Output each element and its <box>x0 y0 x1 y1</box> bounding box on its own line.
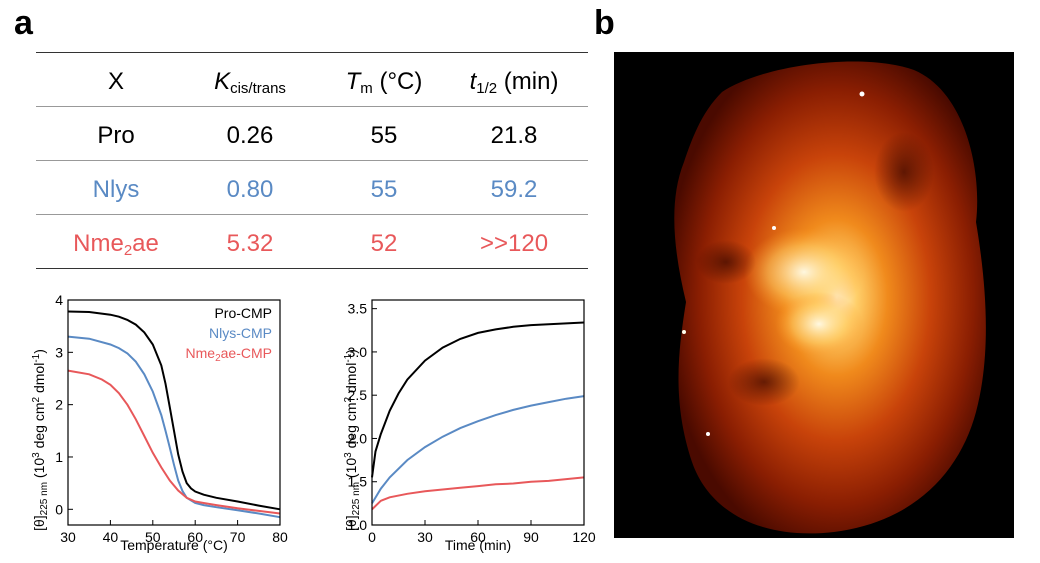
dark-region <box>728 358 800 406</box>
header-k-cis-trans: Kcis/trans <box>214 68 286 97</box>
series-line-1 <box>67 335 281 519</box>
melting-curve-chart: [θ]225 nm (103 deg cm2 dmol-1) Temperatu… <box>31 292 288 553</box>
plot-frame <box>371 299 585 526</box>
tissue-fluorescence-image <box>614 52 1014 538</box>
table-header-rule <box>36 106 588 107</box>
y-tick-label: 0 <box>55 501 63 517</box>
y-tick-label: 1.5 <box>348 474 368 490</box>
y-tick-label: 3 <box>55 344 63 360</box>
row-label: Pro <box>97 122 135 149</box>
row-label: Nme2ae <box>73 230 159 259</box>
k-value: 0.80 <box>226 176 274 203</box>
x-tick-label: 30 <box>60 529 76 545</box>
legend-entry-pro-cmp: Pro-CMP <box>214 305 272 321</box>
x-tick-label: 120 <box>572 529 596 545</box>
tm-value: 52 <box>370 230 398 257</box>
legend-entry-nlys-cmp: Nlys-CMP <box>209 325 272 341</box>
y-tick-label: 2.5 <box>348 387 368 403</box>
x-tick-label: 70 <box>230 529 246 545</box>
dark-region <box>696 240 756 284</box>
table-top-rule <box>36 52 588 53</box>
bright-speck <box>772 226 776 230</box>
table-row-rule <box>36 160 588 161</box>
x-tick-label: 80 <box>272 529 288 545</box>
y-tick-label: 2.0 <box>348 430 368 446</box>
svg-text:[θ]225 nm (103 deg cm2 dmol-1): [θ]225 nm (103 deg cm2 dmol-1) <box>31 349 50 531</box>
y-tick-label: 2 <box>55 397 63 413</box>
x-tick-label: 40 <box>103 529 119 545</box>
y-tick-label: 3.5 <box>348 301 368 317</box>
refolding-kinetics-chart: [θ]225 nm (103 deg cm2 dmol-1) Time (min… <box>343 299 596 553</box>
x-tick-label: 90 <box>523 529 539 545</box>
dark-region <box>874 132 934 212</box>
k-value: 0.26 <box>226 122 274 149</box>
x-tick-label: 50 <box>145 529 161 545</box>
stability-table: X Kcis/trans Tm (°C) t1/2 (min) Pro 0.26… <box>36 52 588 272</box>
y-tick-label: 4 <box>55 292 63 308</box>
legend: Pro-CMP Nlys-CMP Nme2ae-CMP <box>186 305 272 364</box>
x-axis-label: Time (min) <box>445 537 511 553</box>
hot-spot <box>775 292 863 356</box>
header-tm: Tm (°C) <box>345 68 423 97</box>
panel-label-b: b <box>594 4 615 42</box>
panel-label-a: a <box>14 4 33 42</box>
tm-value: 55 <box>370 176 398 203</box>
table-bottom-rule <box>36 268 588 269</box>
k-value: 5.32 <box>226 230 274 257</box>
header-x: X <box>107 68 125 95</box>
bright-speck <box>682 330 686 334</box>
x-tick-label: 30 <box>417 529 433 545</box>
ylabel: [θ]225 nm (103 deg cm2 dmol-1) <box>31 349 50 531</box>
bright-speck <box>706 432 710 436</box>
t-half-value: >>120 <box>479 230 549 257</box>
series-line-2 <box>67 369 281 515</box>
ylabel: [θ]225 nm (103 deg cm2 dmol-1) <box>343 349 362 531</box>
x-axis-label: Temperature (°C) <box>120 537 228 553</box>
table-row-rule <box>36 214 588 215</box>
tm-value: 55 <box>370 122 398 149</box>
plot-frame <box>67 299 281 526</box>
series-line-1 <box>371 395 585 504</box>
bright-speck <box>859 91 865 97</box>
x-tick-label: 60 <box>470 529 486 545</box>
series-line-0 <box>371 321 585 478</box>
legend-entry-nme2ae-cmp: Nme2ae-CMP <box>186 345 272 364</box>
row-label: Nlys <box>92 176 140 203</box>
fluorescence-render <box>674 61 986 534</box>
y-tick-label: 1.0 <box>348 517 368 533</box>
series-line-2 <box>371 476 585 511</box>
x-tick-label: 60 <box>187 529 203 545</box>
y-tick-label: 3.0 <box>348 344 368 360</box>
series-line-0 <box>67 310 281 511</box>
t-half-value: 59.2 <box>490 176 538 203</box>
t-half-value: 21.8 <box>490 122 538 149</box>
svg-text:[θ]225 nm (103 deg cm2 dmol-1): [θ]225 nm (103 deg cm2 dmol-1) <box>343 349 362 531</box>
y-tick-label: 1 <box>55 449 63 465</box>
header-t-half: t1/2 (min) <box>469 68 559 97</box>
x-tick-label: 0 <box>368 529 376 545</box>
